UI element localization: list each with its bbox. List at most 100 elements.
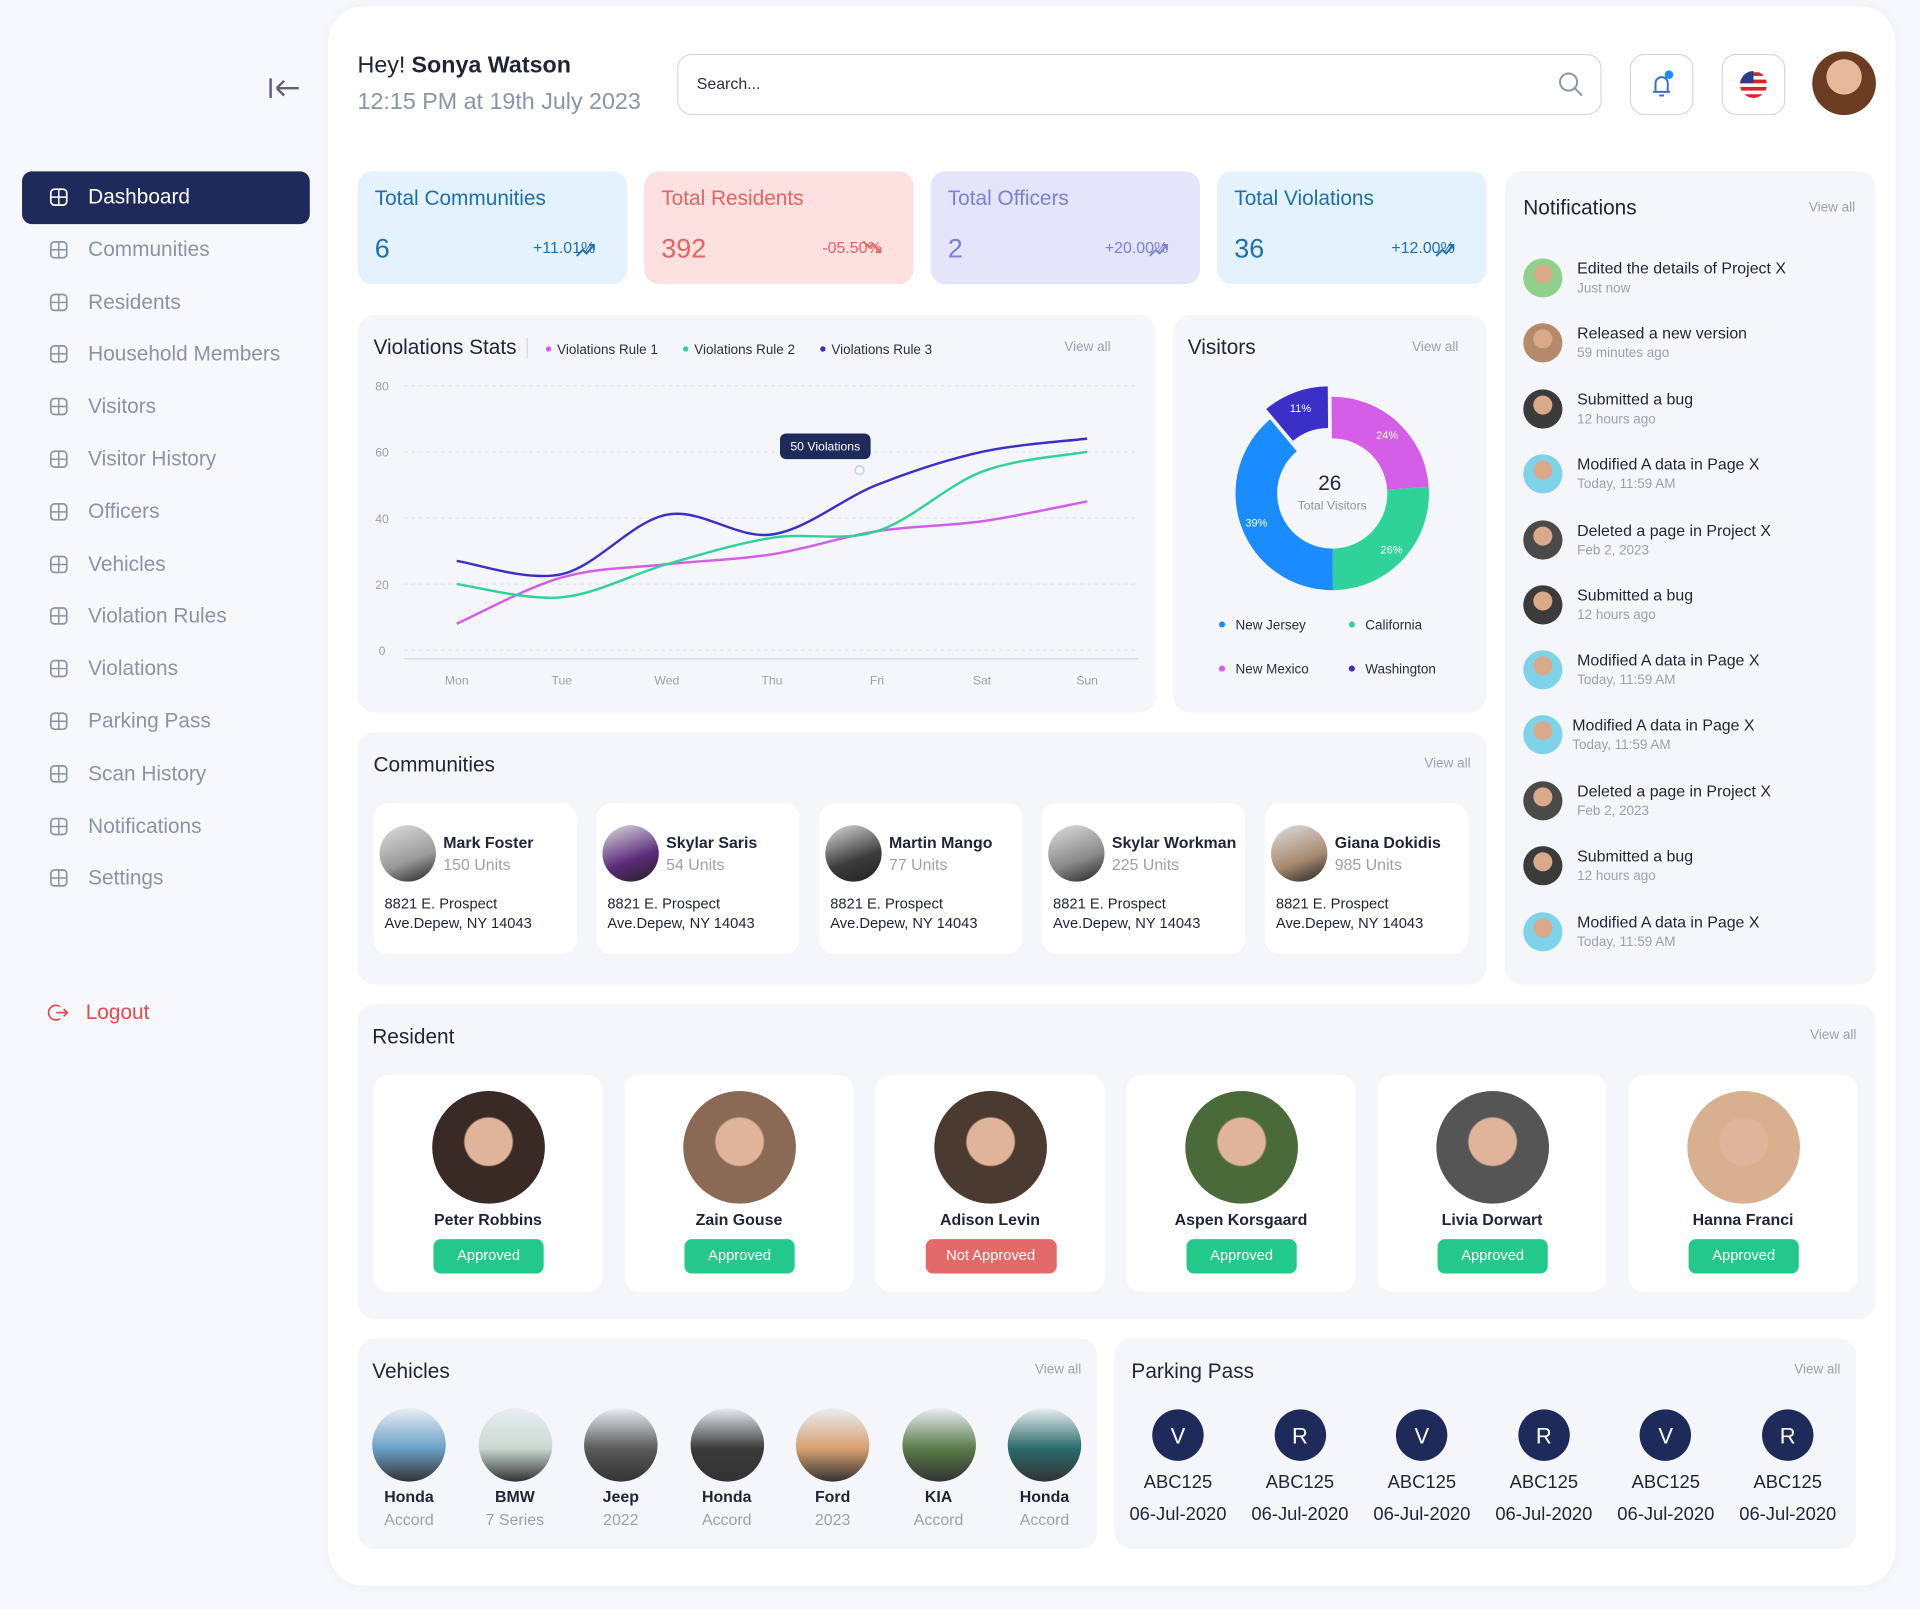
pass-letter: V xyxy=(1414,1423,1430,1449)
nav-item[interactable]: Residents xyxy=(88,289,181,314)
icon-shape xyxy=(49,293,68,311)
status-badge xyxy=(1186,1239,1297,1274)
view-all[interactable]: View all xyxy=(1035,1362,1082,1378)
notification-text[interactable]: Submitted a bug xyxy=(1577,390,1694,409)
notification-avatar xyxy=(1523,585,1563,625)
nav-item[interactable]: Scan History xyxy=(88,761,207,785)
collapse-button[interactable] xyxy=(267,76,304,100)
icon-shape xyxy=(49,397,68,416)
notification-time: Today, 11:59 AM xyxy=(1577,673,1676,688)
vehicle-make: Honda xyxy=(701,1487,752,1506)
nav-icon xyxy=(49,659,68,678)
language-button[interactable] xyxy=(1721,53,1786,116)
nav-item[interactable]: Violations xyxy=(88,656,179,681)
view-all[interactable]: View all xyxy=(1412,340,1459,355)
active-nav-bg[interactable] xyxy=(22,171,310,225)
donut-segment xyxy=(1331,396,1429,490)
search-icon[interactable] xyxy=(1558,71,1585,98)
notification-text[interactable]: Submitted a bug xyxy=(1577,585,1694,605)
logout-icon[interactable] xyxy=(47,1003,69,1023)
nav-item[interactable]: Parking Pass xyxy=(88,709,211,733)
bell-button[interactable] xyxy=(1629,53,1694,116)
notification-text[interactable]: Submitted a bug xyxy=(1577,846,1694,866)
tooltip-dot xyxy=(854,465,865,476)
trend-icon xyxy=(862,240,882,254)
community-address: 8821 E. Prospect Ave.Depew, NY 14043 xyxy=(607,895,755,932)
notification-avatar xyxy=(1523,389,1563,429)
icon-shape xyxy=(49,869,68,888)
community-image xyxy=(1271,825,1328,882)
vehicle-make: Honda xyxy=(384,1487,434,1506)
icon-shape xyxy=(49,764,68,783)
legend-dot xyxy=(1218,665,1226,672)
nav-item[interactable]: Notifications xyxy=(88,814,202,838)
notification-text[interactable]: Deleted a page in Project X xyxy=(1577,781,1771,801)
visitors-chart: 11% 24% 26% 39% 26 Total Visitors New Jersey Ca… xyxy=(1218,386,1436,676)
notification-text[interactable]: Edited the details of Project X xyxy=(1577,259,1786,278)
nav-item[interactable]: Settings xyxy=(88,866,164,890)
donut-segment xyxy=(1332,486,1429,591)
view-all[interactable]: View all xyxy=(1808,200,1856,216)
notification-text[interactable]: Modified A data in Page X xyxy=(1577,454,1760,474)
pass-code: ABC125 xyxy=(1753,1472,1822,1494)
stat-title: Total Officers xyxy=(947,186,1069,210)
nav-item[interactable]: Violation Rules xyxy=(88,604,227,628)
resident-photo xyxy=(1185,1091,1298,1204)
notification-avatar xyxy=(1523,454,1563,494)
icon-shape xyxy=(51,661,67,677)
chart-title: Visitors xyxy=(1187,335,1256,360)
trend-icon xyxy=(1149,243,1168,257)
view-all[interactable]: View all xyxy=(1794,1362,1841,1378)
logout[interactable]: Logout xyxy=(85,1000,150,1024)
status-text: Approved xyxy=(1210,1246,1274,1264)
community-image xyxy=(825,825,882,882)
stat-value: 36 xyxy=(1234,233,1265,264)
notification-text[interactable]: Modified A data in Page X xyxy=(1577,650,1760,670)
pass-code: ABC125 xyxy=(1631,1472,1700,1494)
nav-item[interactable]: Visitor History xyxy=(88,447,217,471)
notification-time: 12 hours ago xyxy=(1577,412,1656,427)
x-tick-label: Fri xyxy=(870,673,884,687)
notification-time: Just now xyxy=(1577,281,1631,296)
notification-text[interactable]: Modified A data in Page X xyxy=(1577,912,1760,932)
nav-item[interactable]: Dashboard xyxy=(88,185,191,209)
stat-card xyxy=(357,171,627,285)
nav-icon xyxy=(49,502,68,521)
view-all[interactable]: View all xyxy=(1810,1028,1857,1043)
nav-item[interactable]: Officers xyxy=(88,499,160,523)
stat-value: 392 xyxy=(661,233,707,264)
y-tick-label: 20 xyxy=(375,578,389,592)
nav-item[interactable]: Vehicles xyxy=(88,552,166,576)
resident-photo xyxy=(683,1091,796,1204)
pass-code: ABC125 xyxy=(1143,1472,1213,1494)
pass-date: 06-Jul-2020 xyxy=(1617,1504,1715,1525)
y-tick-label: 0 xyxy=(379,644,386,658)
vehicle-make: Ford xyxy=(814,1487,851,1506)
resident-name: Livia Dorwart xyxy=(1441,1210,1543,1229)
series-line xyxy=(456,450,1088,600)
pass-letter: R xyxy=(1291,1423,1308,1449)
trend-icon xyxy=(576,243,595,257)
trend-icon xyxy=(1435,243,1455,257)
legend-dot xyxy=(1218,621,1226,628)
segment-label: 26% xyxy=(1381,544,1403,556)
stat-title: Total Violations xyxy=(1234,186,1374,210)
user-avatar[interactable] xyxy=(1812,51,1876,116)
pass-letter: V xyxy=(1170,1423,1186,1449)
nav-icon xyxy=(49,450,68,469)
nav-item[interactable]: Communities xyxy=(88,237,210,261)
vehicle-make: KIA xyxy=(924,1487,953,1506)
y-tick-label: 60 xyxy=(375,446,389,460)
pass-circle xyxy=(1274,1409,1326,1461)
notification-text[interactable]: Released a new version xyxy=(1577,323,1748,343)
search-box[interactable] xyxy=(677,53,1602,116)
notification-text[interactable]: Deleted a page in Project X xyxy=(1577,521,1771,540)
segment-label: 39% xyxy=(1245,517,1267,529)
notification-text[interactable]: Modified A data in Page X xyxy=(1572,715,1755,735)
view-all[interactable]: View all xyxy=(1424,756,1471,772)
stat-change: +12.00% xyxy=(1391,238,1455,257)
nav-item[interactable]: Visitors xyxy=(88,394,157,419)
view-all[interactable]: View all xyxy=(1064,340,1111,355)
nav-item[interactable]: Household Members xyxy=(88,342,281,366)
